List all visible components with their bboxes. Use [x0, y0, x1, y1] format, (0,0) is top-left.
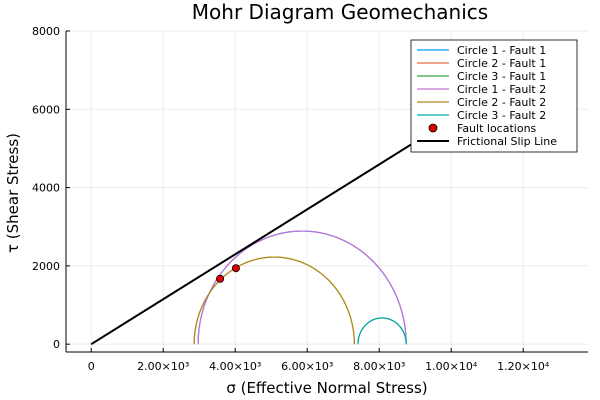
x-tick-label: 4.00×10³ — [209, 360, 261, 373]
axes — [65, 30, 588, 353]
y-tick-label: 8000 — [32, 25, 60, 38]
x-tick-label: 6.00×10³ — [281, 360, 333, 373]
legend-entry-label: Circle 3 - Fault 2 — [457, 109, 546, 122]
y-tick-labels: 0 2000 4000 6000 8000 — [32, 25, 60, 351]
legend-marker-icon — [428, 123, 438, 133]
legend-entry-label: Circle 3 - Fault 1 — [457, 70, 546, 83]
chart-title: Mohr Diagram Geomechanics — [192, 0, 488, 24]
mohr-circle-1 — [197, 230, 407, 345]
legend-entry-label: Circle 1 - Fault 1 — [457, 44, 546, 57]
x-tick-label: 0 — [88, 360, 95, 373]
mohr-circle-5 — [193, 256, 355, 345]
legend-entry-label: Fault locations — [457, 122, 537, 135]
y-tick-label: 0 — [53, 338, 60, 351]
x-tick-labels: 0 2.00×10³ 4.00×10³ 6.00×10³ 8.00×10³ 1.00×10… — [88, 360, 550, 373]
mohr-circle-3 — [357, 317, 407, 345]
mohr-circle-4 — [197, 230, 407, 345]
legend-entry-label: Circle 1 - Fault 2 — [457, 83, 546, 96]
y-axis-label: τ (Shear Stress) — [4, 133, 22, 253]
fault-location-point — [216, 274, 225, 283]
legend-box — [410, 39, 578, 153]
x-tick-label: 2.00×10³ — [137, 360, 189, 373]
legend-entry-label: Circle 2 - Fault 1 — [457, 57, 546, 70]
y-tick-label: 6000 — [32, 103, 60, 116]
legend-entry-label: Circle 2 - Fault 2 — [457, 96, 546, 109]
legend-entry-label: Frictional Slip Line — [457, 135, 557, 148]
x-tick-label: 1.20×10⁴ — [497, 360, 550, 373]
y-tick-label: 2000 — [32, 260, 60, 273]
mohr-circle-2 — [193, 256, 355, 345]
fault-location-point — [231, 264, 240, 273]
x-axis-label: σ (Effective Normal Stress) — [226, 379, 427, 397]
mohr-circle-6 — [357, 317, 407, 345]
x-tick-label: 1.00×10⁴ — [425, 360, 478, 373]
x-tick-label: 8.00×10³ — [353, 360, 405, 373]
y-tick-label: 4000 — [32, 182, 60, 195]
